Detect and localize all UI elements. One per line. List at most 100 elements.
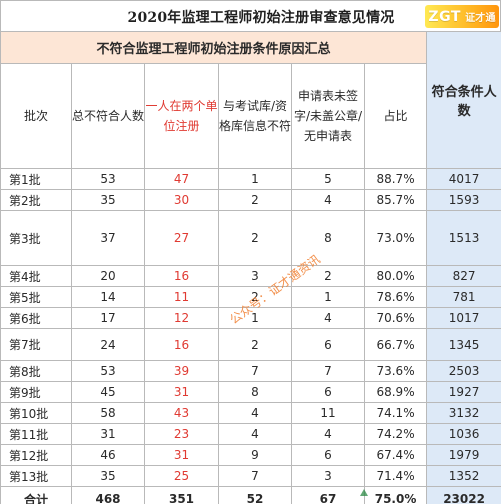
cell-dual-units: 16	[144, 328, 219, 361]
cell-dual-units: 16	[144, 265, 219, 287]
cell-dual-units: 25	[144, 465, 219, 487]
cell-qualified: 1352	[426, 465, 501, 487]
cell-batch: 第7批	[0, 328, 72, 361]
cell-unsigned-forms: 6	[291, 444, 365, 466]
table-row: 第12批 46 31 9 6 67.4% 1979	[0, 444, 501, 466]
cell-unsigned-forms: 4	[291, 423, 365, 445]
col-header-ratio: 占比	[363, 63, 428, 169]
cell-exam-mismatch: 4	[218, 423, 292, 445]
cell-qualified: 1017	[426, 307, 501, 329]
cell-exam-mismatch: 1	[218, 168, 292, 190]
cell-total: 53	[71, 168, 145, 190]
cell-batch: 第11批	[0, 423, 72, 445]
cell-batch: 第6批	[0, 307, 72, 329]
cell-unsigned-forms: 6	[291, 381, 365, 403]
total-row: 合计 468 351 52 67 75.0% 23022	[0, 486, 501, 504]
cell-qualified: 1513	[426, 210, 501, 266]
cell-exam-mismatch: 2	[218, 189, 292, 211]
cell-qualified: 3132	[426, 402, 501, 424]
cell-ratio: 70.6%	[363, 307, 428, 329]
cell-dual-units: 31	[144, 381, 219, 403]
cell-unsigned-forms: 4	[291, 307, 365, 329]
cell-dual-units: 39	[144, 360, 219, 382]
cell-unsigned-forms: 8	[291, 210, 365, 266]
cell-ratio: 88.7%	[363, 168, 428, 190]
cell-qualified: 1979	[426, 444, 501, 466]
cell-dual-units: 47	[144, 168, 219, 190]
cell-total: 14	[71, 286, 145, 308]
cell-unsigned-forms: 2	[291, 265, 365, 287]
col-header-exam-mismatch: 与考试库/资格库信息不符	[218, 63, 292, 169]
cell-unsigned-forms: 4	[291, 189, 365, 211]
table-row: 第11批 31 23 4 4 74.2% 1036	[0, 423, 501, 445]
cell-batch: 第3批	[0, 210, 72, 266]
cell-total: 24	[71, 328, 145, 361]
cell-qualified: 1927	[426, 381, 501, 403]
table-row: 第8批 53 39 7 7 73.6% 2503	[0, 360, 501, 382]
cell-batch: 第4批	[0, 265, 72, 287]
qualified-header: 符合条件人数	[426, 31, 501, 169]
cell-qualified: 827	[426, 265, 501, 287]
total-label: 合计	[0, 486, 72, 504]
cell-batch: 第2批	[0, 189, 72, 211]
brand-logo: ZGT 证才通	[425, 5, 499, 28]
cell-dual-units: 12	[144, 307, 219, 329]
page-title: 2020年监理工程师初始注册审查意见情况	[127, 10, 395, 26]
cell-batch: 第13批	[0, 465, 72, 487]
cell-exam-mismatch: 2	[218, 286, 292, 308]
total-exam-mismatch: 52	[218, 486, 292, 504]
cell-total: 37	[71, 210, 145, 266]
cell-batch: 第1批	[0, 168, 72, 190]
cell-qualified: 1593	[426, 189, 501, 211]
cell-ratio: 80.0%	[363, 265, 428, 287]
total-ratio: 75.0%	[363, 486, 428, 504]
total-noncompliant: 468	[71, 486, 145, 504]
cell-ratio: 73.0%	[363, 210, 428, 266]
cell-ratio: 68.9%	[363, 381, 428, 403]
cell-unsigned-forms: 6	[291, 328, 365, 361]
cell-total: 17	[71, 307, 145, 329]
cell-total: 53	[71, 360, 145, 382]
cell-exam-mismatch: 7	[218, 465, 292, 487]
title-bar: 2020年监理工程师初始注册审查意见情况 ZGT 证才通	[0, 0, 501, 32]
cell-dual-units: 27	[144, 210, 219, 266]
cell-ratio: 78.6%	[363, 286, 428, 308]
cell-dual-units: 43	[144, 402, 219, 424]
cell-qualified: 1345	[426, 328, 501, 361]
table-row: 第5批 14 11 2 1 78.6% 781	[0, 286, 501, 308]
cell-qualified: 1036	[426, 423, 501, 445]
cell-dual-units: 11	[144, 286, 219, 308]
noncompliance-table: 不符合监理工程师初始注册条件原因汇总 符合条件人数 批次 总不符合人数 一人在两…	[0, 31, 501, 504]
col-header-batch: 批次	[0, 63, 72, 169]
cell-unsigned-forms: 11	[291, 402, 365, 424]
total-qualified: 23022	[426, 486, 501, 504]
cell-unsigned-forms: 5	[291, 168, 365, 190]
total-unsigned-forms: 67	[291, 486, 365, 504]
table-row: 第9批 45 31 8 6 68.9% 1927	[0, 381, 501, 403]
table-row: 第1批 53 47 1 5 88.7% 4017	[0, 168, 501, 190]
col-header-unsigned-forms: 申请表未签字/未盖公章/无申请表	[291, 63, 365, 169]
cell-exam-mismatch: 3	[218, 265, 292, 287]
cell-ratio: 73.6%	[363, 360, 428, 382]
cell-batch: 第12批	[0, 444, 72, 466]
cell-ratio: 85.7%	[363, 189, 428, 211]
table-row: 第2批 35 30 2 4 85.7% 1593	[0, 189, 501, 211]
table-row: 第10批 58 43 4 11 74.1% 3132	[0, 402, 501, 424]
cell-exam-mismatch: 1	[218, 307, 292, 329]
cell-batch: 第9批	[0, 381, 72, 403]
cell-unsigned-forms: 7	[291, 360, 365, 382]
total-dual-units: 351	[144, 486, 219, 504]
cell-unsigned-forms: 1	[291, 286, 365, 308]
cell-total: 46	[71, 444, 145, 466]
logo-text: ZGT	[428, 8, 462, 25]
corner-marker-icon	[360, 489, 368, 496]
cell-exam-mismatch: 2	[218, 328, 292, 361]
table-row: 第13批 35 25 7 3 71.4% 1352	[0, 465, 501, 487]
col-header-total: 总不符合人数	[71, 63, 145, 169]
cell-ratio: 66.7%	[363, 328, 428, 361]
table-row: 第7批 24 16 2 6 66.7% 1345	[0, 328, 501, 361]
cell-exam-mismatch: 4	[218, 402, 292, 424]
cell-batch: 第10批	[0, 402, 72, 424]
cell-exam-mismatch: 9	[218, 444, 292, 466]
